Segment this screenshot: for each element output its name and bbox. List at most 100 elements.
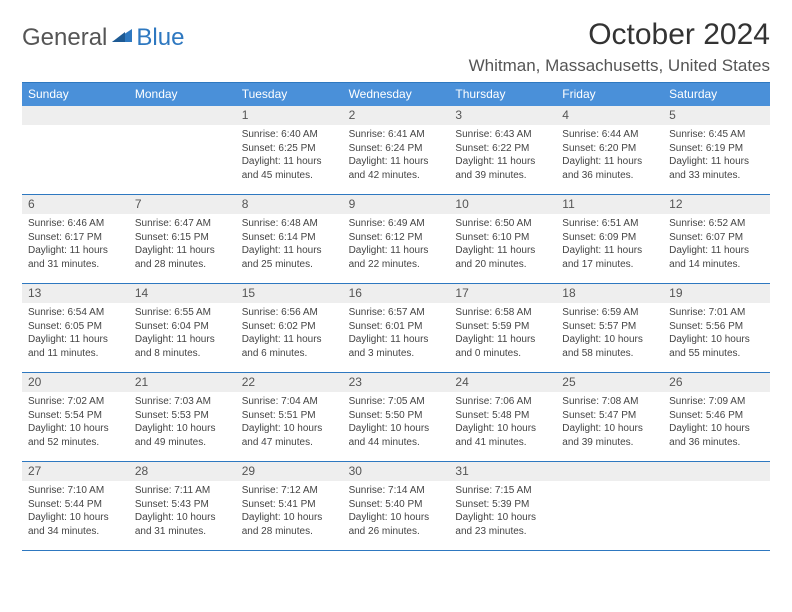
daylight-text-1: Daylight: 10 hours xyxy=(455,422,550,436)
day-body: Sunrise: 6:55 AMSunset: 6:04 PMDaylight:… xyxy=(129,303,236,364)
day-cell: 17Sunrise: 6:58 AMSunset: 5:59 PMDayligh… xyxy=(449,284,556,372)
day-body: Sunrise: 7:01 AMSunset: 5:56 PMDaylight:… xyxy=(663,303,770,364)
page: General Blue October 2024 Whitman, Massa… xyxy=(0,0,792,551)
day-body: Sunrise: 7:03 AMSunset: 5:53 PMDaylight:… xyxy=(129,392,236,453)
sunset-text: Sunset: 6:09 PM xyxy=(562,231,657,245)
week-row: 1Sunrise: 6:40 AMSunset: 6:25 PMDaylight… xyxy=(22,106,770,195)
daylight-text-2: and 45 minutes. xyxy=(242,169,337,183)
day-cell: 31Sunrise: 7:15 AMSunset: 5:39 PMDayligh… xyxy=(449,462,556,550)
day-body: Sunrise: 6:59 AMSunset: 5:57 PMDaylight:… xyxy=(556,303,663,364)
daylight-text-1: Daylight: 11 hours xyxy=(349,155,444,169)
dow-friday: Friday xyxy=(556,83,663,106)
week-row: 6Sunrise: 6:46 AMSunset: 6:17 PMDaylight… xyxy=(22,195,770,284)
sunset-text: Sunset: 5:39 PM xyxy=(455,498,550,512)
month-title: October 2024 xyxy=(469,18,770,52)
day-cell xyxy=(556,462,663,550)
day-body: Sunrise: 6:49 AMSunset: 6:12 PMDaylight:… xyxy=(343,214,450,275)
day-number: 2 xyxy=(343,106,450,125)
day-number: 19 xyxy=(663,284,770,303)
day-body: Sunrise: 6:56 AMSunset: 6:02 PMDaylight:… xyxy=(236,303,343,364)
calendar: Sunday Monday Tuesday Wednesday Thursday… xyxy=(22,82,770,551)
daylight-text-2: and 41 minutes. xyxy=(455,436,550,450)
sunset-text: Sunset: 6:14 PM xyxy=(242,231,337,245)
day-cell: 28Sunrise: 7:11 AMSunset: 5:43 PMDayligh… xyxy=(129,462,236,550)
day-number xyxy=(663,462,770,481)
sunset-text: Sunset: 5:48 PM xyxy=(455,409,550,423)
sunset-text: Sunset: 6:07 PM xyxy=(669,231,764,245)
daylight-text-2: and 26 minutes. xyxy=(349,525,444,539)
daylight-text-1: Daylight: 10 hours xyxy=(135,422,230,436)
day-number: 5 xyxy=(663,106,770,125)
daylight-text-1: Daylight: 11 hours xyxy=(455,333,550,347)
daylight-text-1: Daylight: 11 hours xyxy=(455,244,550,258)
sunrise-text: Sunrise: 7:01 AM xyxy=(669,306,764,320)
daylight-text-1: Daylight: 10 hours xyxy=(242,422,337,436)
day-body: Sunrise: 7:10 AMSunset: 5:44 PMDaylight:… xyxy=(22,481,129,542)
location-subtitle: Whitman, Massachusetts, United States xyxy=(469,56,770,76)
sunset-text: Sunset: 6:04 PM xyxy=(135,320,230,334)
sunrise-text: Sunrise: 6:58 AM xyxy=(455,306,550,320)
day-cell: 5Sunrise: 6:45 AMSunset: 6:19 PMDaylight… xyxy=(663,106,770,194)
daylight-text-2: and 31 minutes. xyxy=(135,525,230,539)
sunrise-text: Sunrise: 6:49 AM xyxy=(349,217,444,231)
day-number: 8 xyxy=(236,195,343,214)
sunset-text: Sunset: 6:25 PM xyxy=(242,142,337,156)
dow-saturday: Saturday xyxy=(663,83,770,106)
day-body: Sunrise: 6:52 AMSunset: 6:07 PMDaylight:… xyxy=(663,214,770,275)
day-body: Sunrise: 6:46 AMSunset: 6:17 PMDaylight:… xyxy=(22,214,129,275)
daylight-text-1: Daylight: 10 hours xyxy=(669,422,764,436)
daylight-text-2: and 39 minutes. xyxy=(455,169,550,183)
day-number xyxy=(556,462,663,481)
sunset-text: Sunset: 6:10 PM xyxy=(455,231,550,245)
day-body: Sunrise: 6:48 AMSunset: 6:14 PMDaylight:… xyxy=(236,214,343,275)
day-number: 29 xyxy=(236,462,343,481)
day-body: Sunrise: 7:09 AMSunset: 5:46 PMDaylight:… xyxy=(663,392,770,453)
day-cell: 27Sunrise: 7:10 AMSunset: 5:44 PMDayligh… xyxy=(22,462,129,550)
daylight-text-2: and 28 minutes. xyxy=(242,525,337,539)
day-cell: 2Sunrise: 6:41 AMSunset: 6:24 PMDaylight… xyxy=(343,106,450,194)
day-body: Sunrise: 7:05 AMSunset: 5:50 PMDaylight:… xyxy=(343,392,450,453)
day-number xyxy=(22,106,129,125)
daylight-text-2: and 44 minutes. xyxy=(349,436,444,450)
day-cell: 12Sunrise: 6:52 AMSunset: 6:07 PMDayligh… xyxy=(663,195,770,283)
day-body: Sunrise: 6:44 AMSunset: 6:20 PMDaylight:… xyxy=(556,125,663,186)
day-number: 18 xyxy=(556,284,663,303)
sunrise-text: Sunrise: 7:02 AM xyxy=(28,395,123,409)
day-number: 7 xyxy=(129,195,236,214)
day-cell: 15Sunrise: 6:56 AMSunset: 6:02 PMDayligh… xyxy=(236,284,343,372)
daylight-text-1: Daylight: 10 hours xyxy=(455,511,550,525)
day-body: Sunrise: 7:14 AMSunset: 5:40 PMDaylight:… xyxy=(343,481,450,542)
day-number: 9 xyxy=(343,195,450,214)
sunset-text: Sunset: 5:41 PM xyxy=(242,498,337,512)
day-cell: 6Sunrise: 6:46 AMSunset: 6:17 PMDaylight… xyxy=(22,195,129,283)
day-body: Sunrise: 7:15 AMSunset: 5:39 PMDaylight:… xyxy=(449,481,556,542)
header: General Blue October 2024 Whitman, Massa… xyxy=(22,18,770,76)
sunset-text: Sunset: 5:50 PM xyxy=(349,409,444,423)
sunset-text: Sunset: 5:47 PM xyxy=(562,409,657,423)
daylight-text-1: Daylight: 11 hours xyxy=(669,244,764,258)
daylight-text-2: and 25 minutes. xyxy=(242,258,337,272)
sunset-text: Sunset: 6:01 PM xyxy=(349,320,444,334)
daylight-text-1: Daylight: 11 hours xyxy=(28,333,123,347)
day-number: 26 xyxy=(663,373,770,392)
day-body xyxy=(129,125,236,132)
daylight-text-2: and 6 minutes. xyxy=(242,347,337,361)
daylight-text-1: Daylight: 10 hours xyxy=(349,422,444,436)
sunset-text: Sunset: 6:17 PM xyxy=(28,231,123,245)
day-number: 13 xyxy=(22,284,129,303)
sunrise-text: Sunrise: 7:12 AM xyxy=(242,484,337,498)
day-cell: 23Sunrise: 7:05 AMSunset: 5:50 PMDayligh… xyxy=(343,373,450,461)
day-number: 24 xyxy=(449,373,556,392)
sunset-text: Sunset: 6:15 PM xyxy=(135,231,230,245)
day-cell: 26Sunrise: 7:09 AMSunset: 5:46 PMDayligh… xyxy=(663,373,770,461)
dow-wednesday: Wednesday xyxy=(343,83,450,106)
day-body: Sunrise: 7:06 AMSunset: 5:48 PMDaylight:… xyxy=(449,392,556,453)
week-row: 27Sunrise: 7:10 AMSunset: 5:44 PMDayligh… xyxy=(22,462,770,551)
sunset-text: Sunset: 5:40 PM xyxy=(349,498,444,512)
day-body: Sunrise: 6:43 AMSunset: 6:22 PMDaylight:… xyxy=(449,125,556,186)
day-cell: 1Sunrise: 6:40 AMSunset: 6:25 PMDaylight… xyxy=(236,106,343,194)
daylight-text-2: and 0 minutes. xyxy=(455,347,550,361)
sunset-text: Sunset: 6:20 PM xyxy=(562,142,657,156)
day-cell: 24Sunrise: 7:06 AMSunset: 5:48 PMDayligh… xyxy=(449,373,556,461)
day-cell: 29Sunrise: 7:12 AMSunset: 5:41 PMDayligh… xyxy=(236,462,343,550)
